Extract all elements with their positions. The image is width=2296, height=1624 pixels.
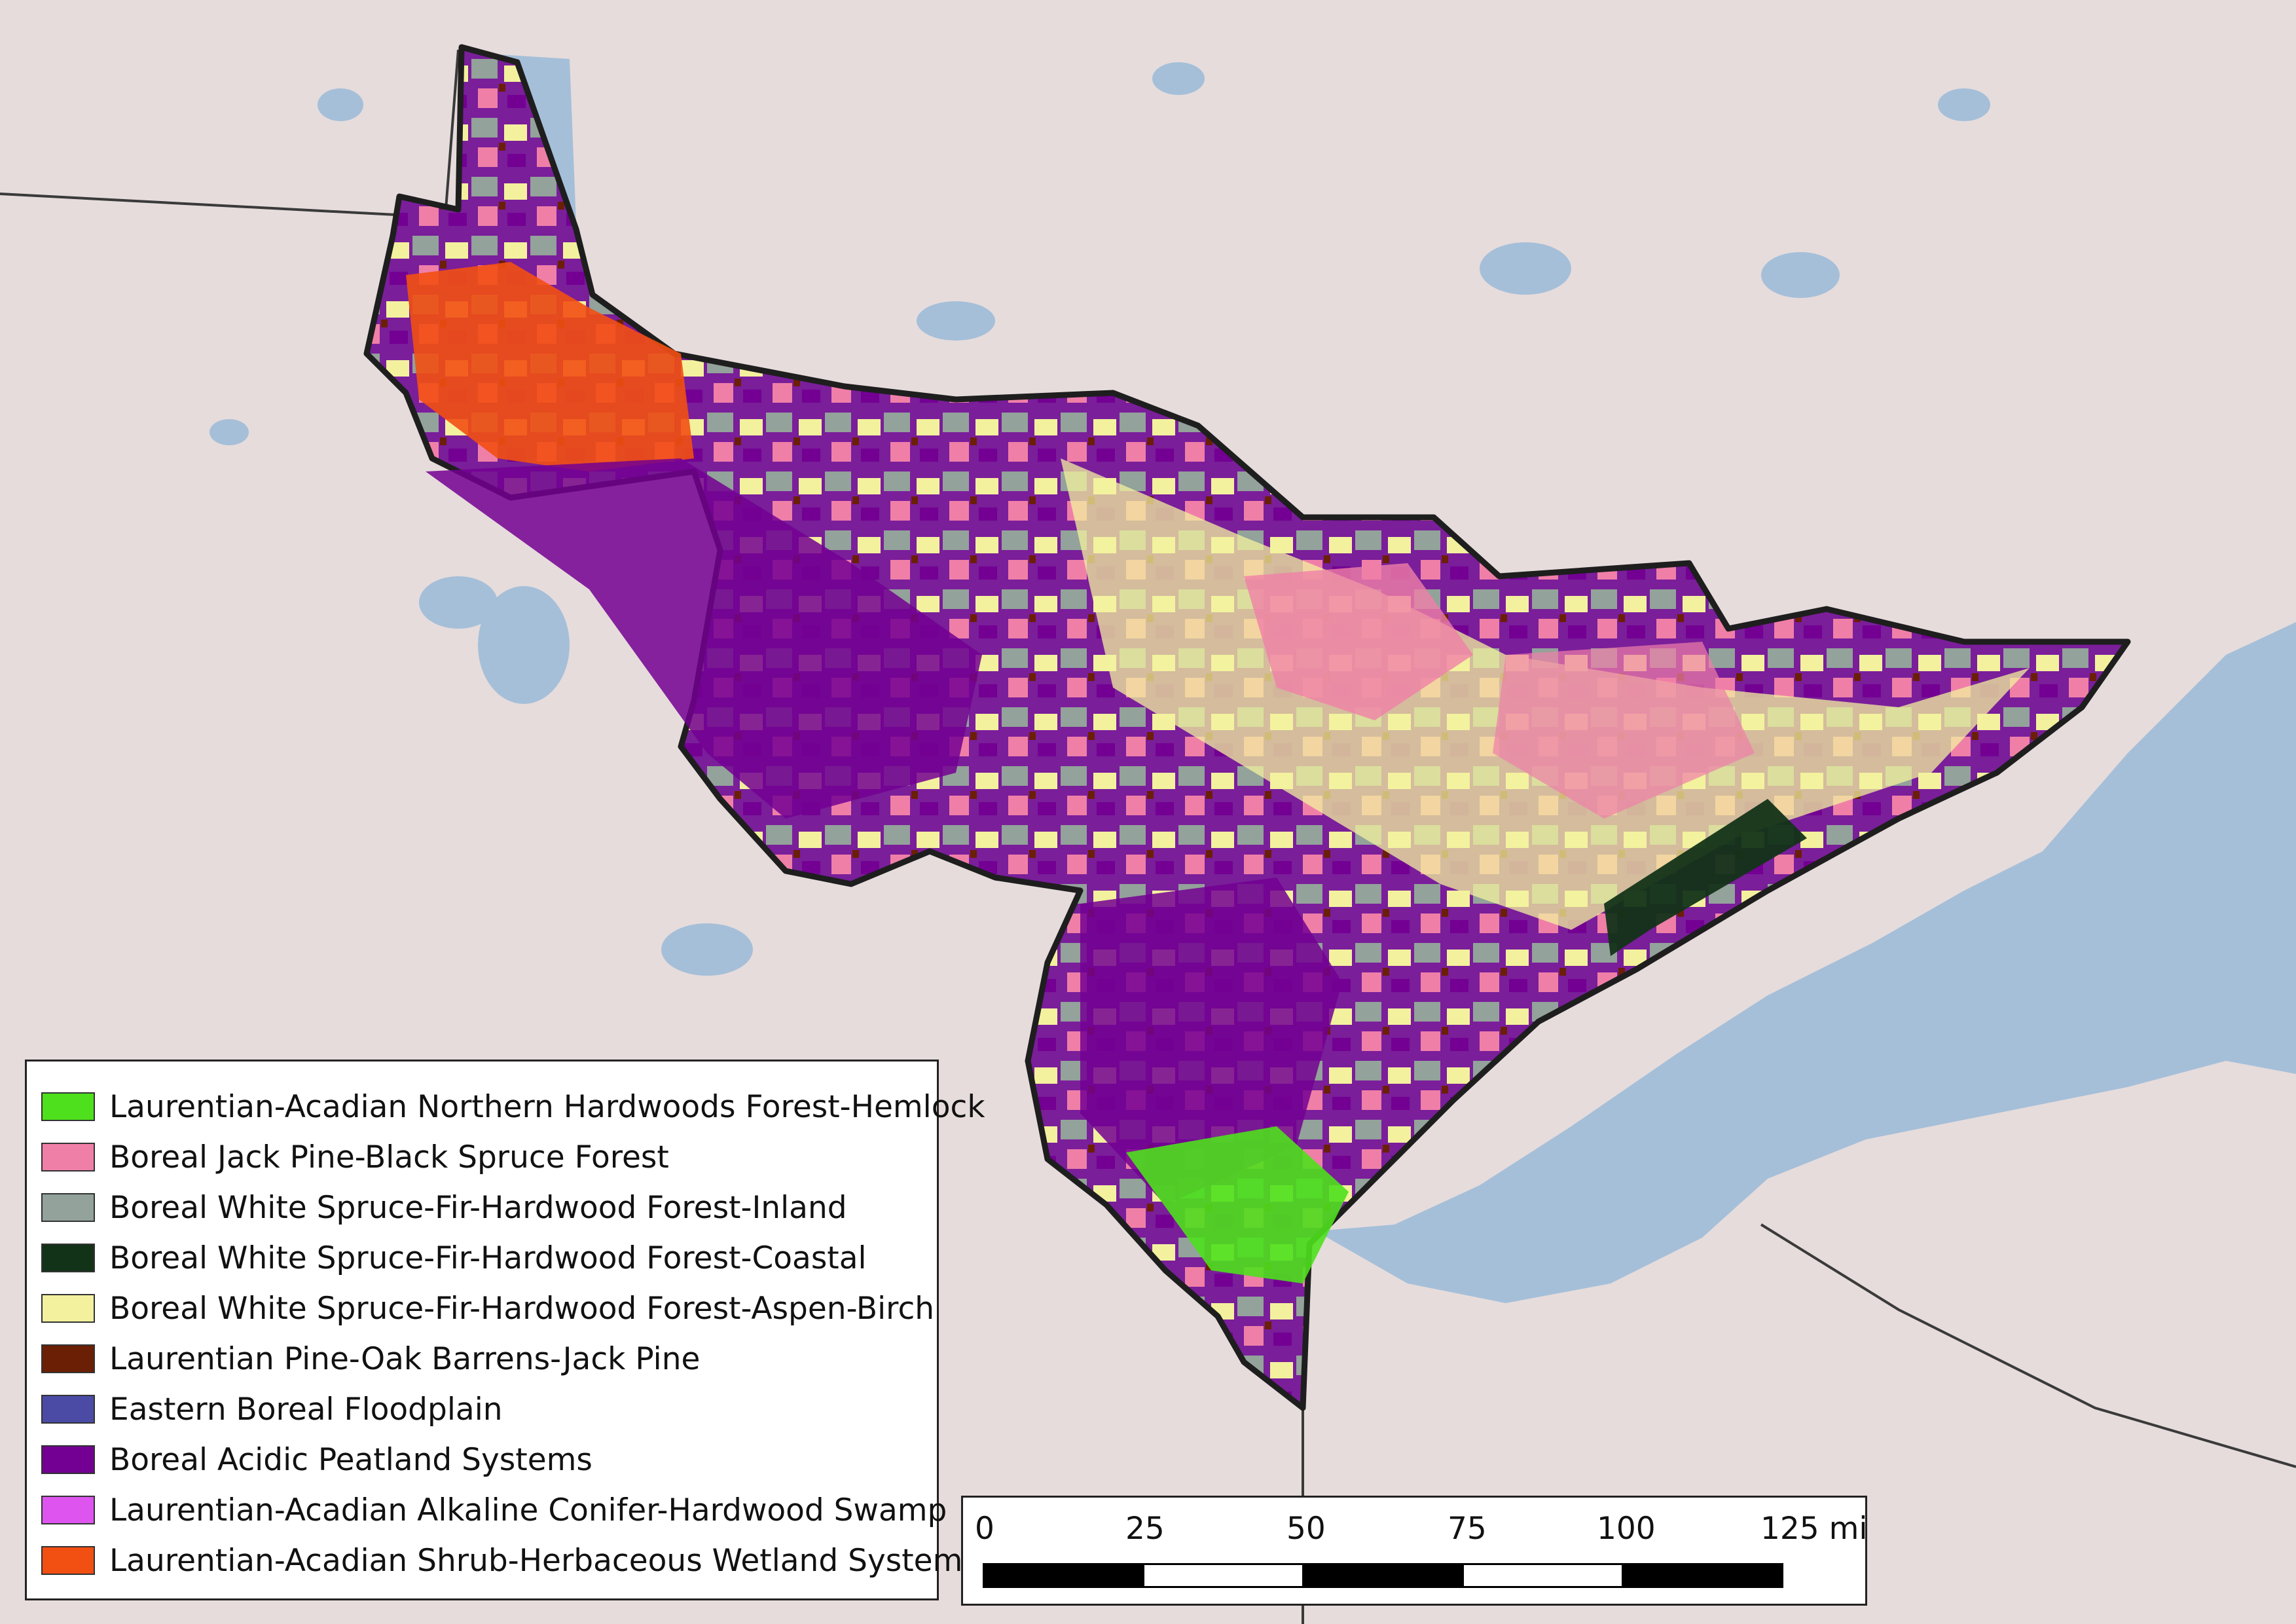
legend-swatch xyxy=(41,1445,95,1474)
legend-label: Laurentian-Acadian Shrub-Herbaceous Wetl… xyxy=(109,1542,979,1579)
border-line xyxy=(1760,1223,2296,1468)
scale-bar: 0 25 50 75 100 125 mi xyxy=(961,1496,1868,1606)
legend-label: Laurentian Pine-Oak Barrens-Jack Pine xyxy=(109,1340,701,1377)
shrub-wetland-zone xyxy=(406,262,694,471)
map-legend: Laurentian-Acadian Northern Hardwoods Fo… xyxy=(25,1060,985,1600)
lake xyxy=(478,586,570,704)
peatland-zone xyxy=(1080,877,1342,1205)
legend-label: Boreal White Spruce-Fir-Hardwood Forest-… xyxy=(109,1240,867,1276)
legend-item: Laurentian Pine-Oak Barrens-Jack Pine xyxy=(41,1340,700,1378)
hardwoods-hemlock-zone xyxy=(1126,1126,1349,1283)
legend-label: Boreal Jack Pine-Black Spruce Forest xyxy=(109,1139,669,1175)
scale-tick-label: 75 xyxy=(1448,1511,1487,1547)
lake xyxy=(1152,62,1205,95)
legend-item: Boreal White Spruce-Fir-Hardwood Forest-… xyxy=(41,1189,847,1227)
lake xyxy=(1938,88,1990,121)
legend-item: Laurentian-Acadian Northern Hardwoods Fo… xyxy=(41,1088,985,1126)
legend-swatch xyxy=(41,1496,95,1524)
scale-tick-label: 25 xyxy=(1125,1511,1165,1547)
legend-swatch xyxy=(41,1546,95,1575)
legend-label: Laurentian-Acadian Alkaline Conifer-Hard… xyxy=(109,1492,947,1528)
lake xyxy=(1480,242,1571,295)
jack-pine-zone xyxy=(1244,563,1473,720)
scale-tick-label: 50 xyxy=(1286,1511,1326,1547)
legend-item: Eastern Boreal Floodplain xyxy=(41,1390,503,1428)
legend-item: Laurentian-Acadian Alkaline Conifer-Hard… xyxy=(41,1491,947,1529)
legend-label: Eastern Boreal Floodplain xyxy=(109,1391,503,1428)
scale-segment xyxy=(1622,1563,1783,1588)
scale-segment xyxy=(1462,1563,1624,1588)
legend-label: Laurentian-Acadian Northern Hardwoods Fo… xyxy=(109,1088,985,1125)
scale-tick-label: 0 xyxy=(975,1511,994,1547)
lake xyxy=(917,301,995,341)
lake xyxy=(661,923,753,976)
legend-swatch xyxy=(41,1395,95,1424)
lake xyxy=(318,88,363,121)
lake-superior xyxy=(1316,622,2296,1303)
legend-swatch xyxy=(41,1092,95,1121)
legend-label: Boreal Acidic Peatland Systems xyxy=(109,1441,592,1478)
legend-swatch xyxy=(41,1244,95,1272)
legend-label: Boreal White Spruce-Fir-Hardwood Forest-… xyxy=(109,1189,847,1226)
legend-swatch xyxy=(41,1344,95,1373)
legend-item: Boreal White Spruce-Fir-Hardwood Forest-… xyxy=(41,1289,934,1327)
jack-pine-zone xyxy=(1493,642,1755,819)
legend-item: Laurentian-Acadian Shrub-Herbaceous Wetl… xyxy=(41,1541,979,1579)
legend-swatch xyxy=(41,1143,95,1172)
legend-item: Boreal White Spruce-Fir-Hardwood Forest-… xyxy=(41,1239,867,1277)
scale-segment xyxy=(1302,1563,1464,1588)
legend-label: Boreal White Spruce-Fir-Hardwood Forest-… xyxy=(109,1290,935,1327)
scale-tick-label: 100 xyxy=(1597,1511,1656,1547)
scale-segment xyxy=(1142,1563,1304,1588)
scale-segment xyxy=(983,1563,1144,1588)
coastal-forest-zone xyxy=(1604,799,1807,956)
border-line xyxy=(0,49,460,219)
legend-item: Boreal Acidic Peatland Systems xyxy=(41,1441,592,1479)
scale-tick-label: 125 mi xyxy=(1760,1511,1868,1547)
lake xyxy=(210,419,249,445)
legend-item: Boreal Jack Pine-Black Spruce Forest xyxy=(41,1138,669,1176)
peatland-zone xyxy=(426,458,982,819)
legend-swatch xyxy=(41,1193,95,1222)
lake xyxy=(1761,252,1840,298)
lake xyxy=(419,576,498,629)
legend-swatch xyxy=(41,1294,95,1323)
